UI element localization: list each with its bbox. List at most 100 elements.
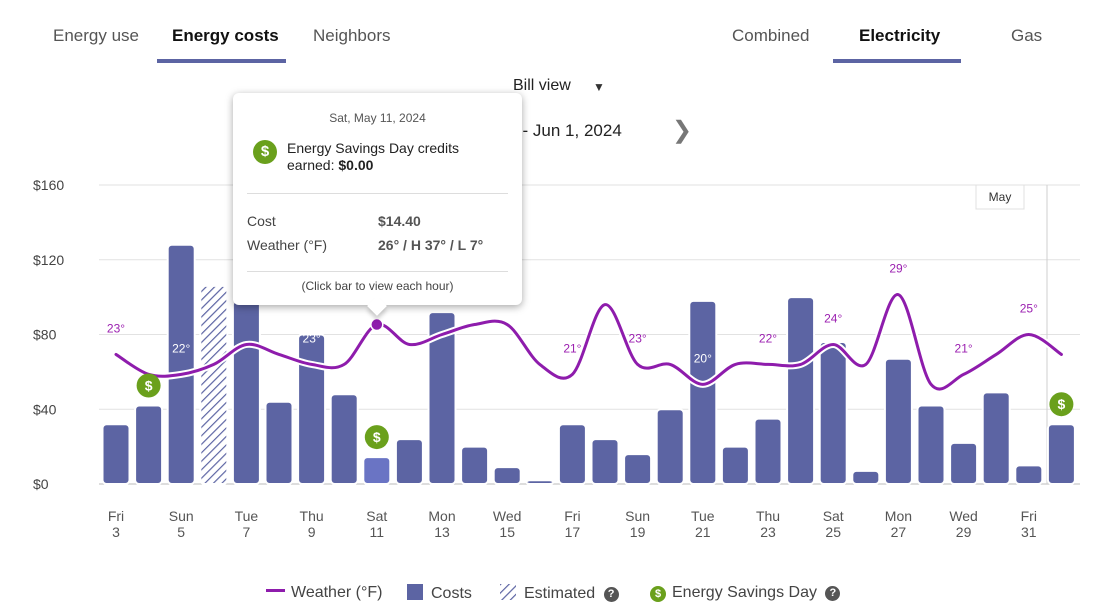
legend-weather: Weather (°F) bbox=[266, 584, 382, 602]
tooltip-esd-text: Energy Savings Day credits earned: $0.00 bbox=[287, 140, 459, 174]
tooltip-weather-label: Weather (°F) bbox=[247, 237, 328, 253]
cost-bar bbox=[362, 456, 392, 485]
x-tick-day: Sat bbox=[366, 508, 387, 524]
cost-bar bbox=[297, 333, 327, 485]
x-tick-day: Mon bbox=[428, 508, 455, 524]
weather-point-selected bbox=[370, 317, 384, 332]
tooltip-cost-label: Cost bbox=[247, 213, 276, 229]
tab-electricity-underline bbox=[833, 59, 961, 63]
cost-bar bbox=[134, 404, 164, 486]
temperature-label: 23° bbox=[629, 331, 647, 345]
temperature-label: 20° bbox=[694, 351, 712, 365]
dollar-icon: $ bbox=[650, 586, 666, 602]
tab-electricity[interactable]: Electricity bbox=[859, 26, 941, 45]
tab-combined[interactable]: Combined bbox=[732, 26, 810, 45]
cost-bar bbox=[427, 311, 457, 486]
divider bbox=[247, 193, 508, 194]
chevron-right-icon[interactable]: ❯ bbox=[672, 117, 693, 144]
cost-bar bbox=[753, 417, 783, 485]
x-tick-day: Mon bbox=[885, 508, 912, 524]
x-tick-date: 13 bbox=[434, 524, 450, 540]
temperature-label: 22° bbox=[172, 341, 190, 355]
cost-bar bbox=[394, 438, 424, 485]
x-tick-date: 11 bbox=[370, 524, 385, 540]
temperature-label: 21° bbox=[563, 341, 581, 355]
x-tick-date: 3 bbox=[112, 524, 120, 540]
legend-weather-label: Weather (°F) bbox=[291, 584, 383, 601]
x-tick-date: 25 bbox=[825, 524, 841, 540]
y-tick-label: $40 bbox=[33, 401, 57, 417]
tooltip-weather-value: 26° / H 37° / L 7° bbox=[378, 237, 484, 253]
tab-energy-use[interactable]: Energy use bbox=[53, 26, 139, 45]
help-icon[interactable]: ? bbox=[603, 587, 619, 602]
tooltip-hint: (Click bar to view each hour) bbox=[301, 279, 454, 293]
x-tick-date: 27 bbox=[891, 524, 907, 540]
temperature-label: 21° bbox=[955, 341, 973, 355]
y-tick-label: $160 bbox=[33, 177, 64, 193]
bar-swatch-icon bbox=[407, 584, 423, 600]
cost-bar bbox=[199, 284, 229, 485]
cost-bar bbox=[492, 466, 522, 485]
tooltip: Sat, May 11, 2024 $ Energy Savings Day c… bbox=[233, 93, 522, 316]
dollar-icon bbox=[364, 425, 389, 450]
dollar-icon: $ bbox=[253, 140, 277, 164]
x-tick-day: Sat bbox=[823, 508, 844, 524]
legend-estimated-label: Estimated bbox=[524, 585, 596, 602]
cost-bar bbox=[720, 445, 750, 485]
cost-bar bbox=[1014, 464, 1044, 485]
x-tick-day: Fri bbox=[1021, 508, 1037, 524]
x-tick-day: Tue bbox=[691, 508, 715, 524]
y-tick-label: $0 bbox=[33, 476, 49, 492]
x-tick-day: Sun bbox=[625, 508, 650, 524]
temperature-label: 22° bbox=[759, 331, 777, 345]
temperature-label: 23° bbox=[303, 331, 321, 345]
x-tick-date: 29 bbox=[956, 524, 972, 540]
x-tick-date: 23 bbox=[760, 524, 776, 540]
x-tick-date: 15 bbox=[499, 524, 515, 540]
dollar-icon-glyph: $ bbox=[145, 378, 153, 394]
x-tick-day: Tue bbox=[235, 508, 259, 524]
x-tick-date: 9 bbox=[308, 524, 316, 540]
temperature-label: 29° bbox=[889, 262, 907, 276]
cost-bar bbox=[525, 479, 555, 486]
legend-esd-label: Energy Savings Day bbox=[672, 584, 817, 601]
tab-energy-costs[interactable]: Energy costs bbox=[172, 26, 279, 45]
tooltip-esd-line1: Energy Savings Day credits bbox=[287, 140, 459, 156]
tab-gas[interactable]: Gas bbox=[1011, 26, 1043, 45]
dollar-icon bbox=[1049, 392, 1074, 417]
line-swatch-icon bbox=[266, 589, 285, 592]
tooltip-cost-value: $14.40 bbox=[378, 213, 421, 229]
cost-bar bbox=[655, 408, 685, 485]
cost-bar bbox=[264, 400, 294, 485]
x-tick-day: Sun bbox=[169, 508, 194, 524]
x-tick-day: Fri bbox=[108, 508, 124, 524]
legend-costs: Costs bbox=[407, 584, 472, 603]
cost-bar bbox=[916, 404, 946, 486]
tooltip-date: Sat, May 11, 2024 bbox=[329, 111, 426, 125]
x-tick-date: 31 bbox=[1021, 524, 1037, 540]
x-tick-date: 5 bbox=[177, 524, 185, 540]
cost-bar bbox=[786, 296, 816, 485]
x-tick-day: Wed bbox=[493, 508, 522, 524]
chevron-down-icon[interactable]: ▼ bbox=[593, 80, 605, 94]
tooltip-esd-line2: earned: bbox=[287, 157, 339, 173]
bill-view-dropdown[interactable]: Bill view bbox=[513, 77, 571, 94]
x-tick-day: Fri bbox=[564, 508, 580, 524]
cost-bar bbox=[949, 441, 979, 486]
cost-bar bbox=[329, 393, 359, 485]
month-label-box bbox=[975, 184, 1025, 210]
dollar-icon-glyph: $ bbox=[1058, 396, 1066, 412]
legend-estimated: Estimated ? bbox=[500, 584, 619, 603]
dollar-icon-glyph: $ bbox=[373, 429, 381, 445]
cost-bar bbox=[981, 391, 1011, 485]
x-tick-day: Thu bbox=[300, 508, 324, 524]
x-tick-day: Thu bbox=[756, 508, 780, 524]
temperature-label: 25° bbox=[1020, 302, 1038, 316]
help-icon[interactable]: ? bbox=[825, 586, 841, 601]
tab-neighbors[interactable]: Neighbors bbox=[313, 26, 391, 45]
x-tick-day: Wed bbox=[949, 508, 978, 524]
dollar-icon bbox=[136, 373, 161, 398]
tab-energy-costs-underline bbox=[157, 59, 286, 63]
cost-bar bbox=[818, 340, 848, 485]
